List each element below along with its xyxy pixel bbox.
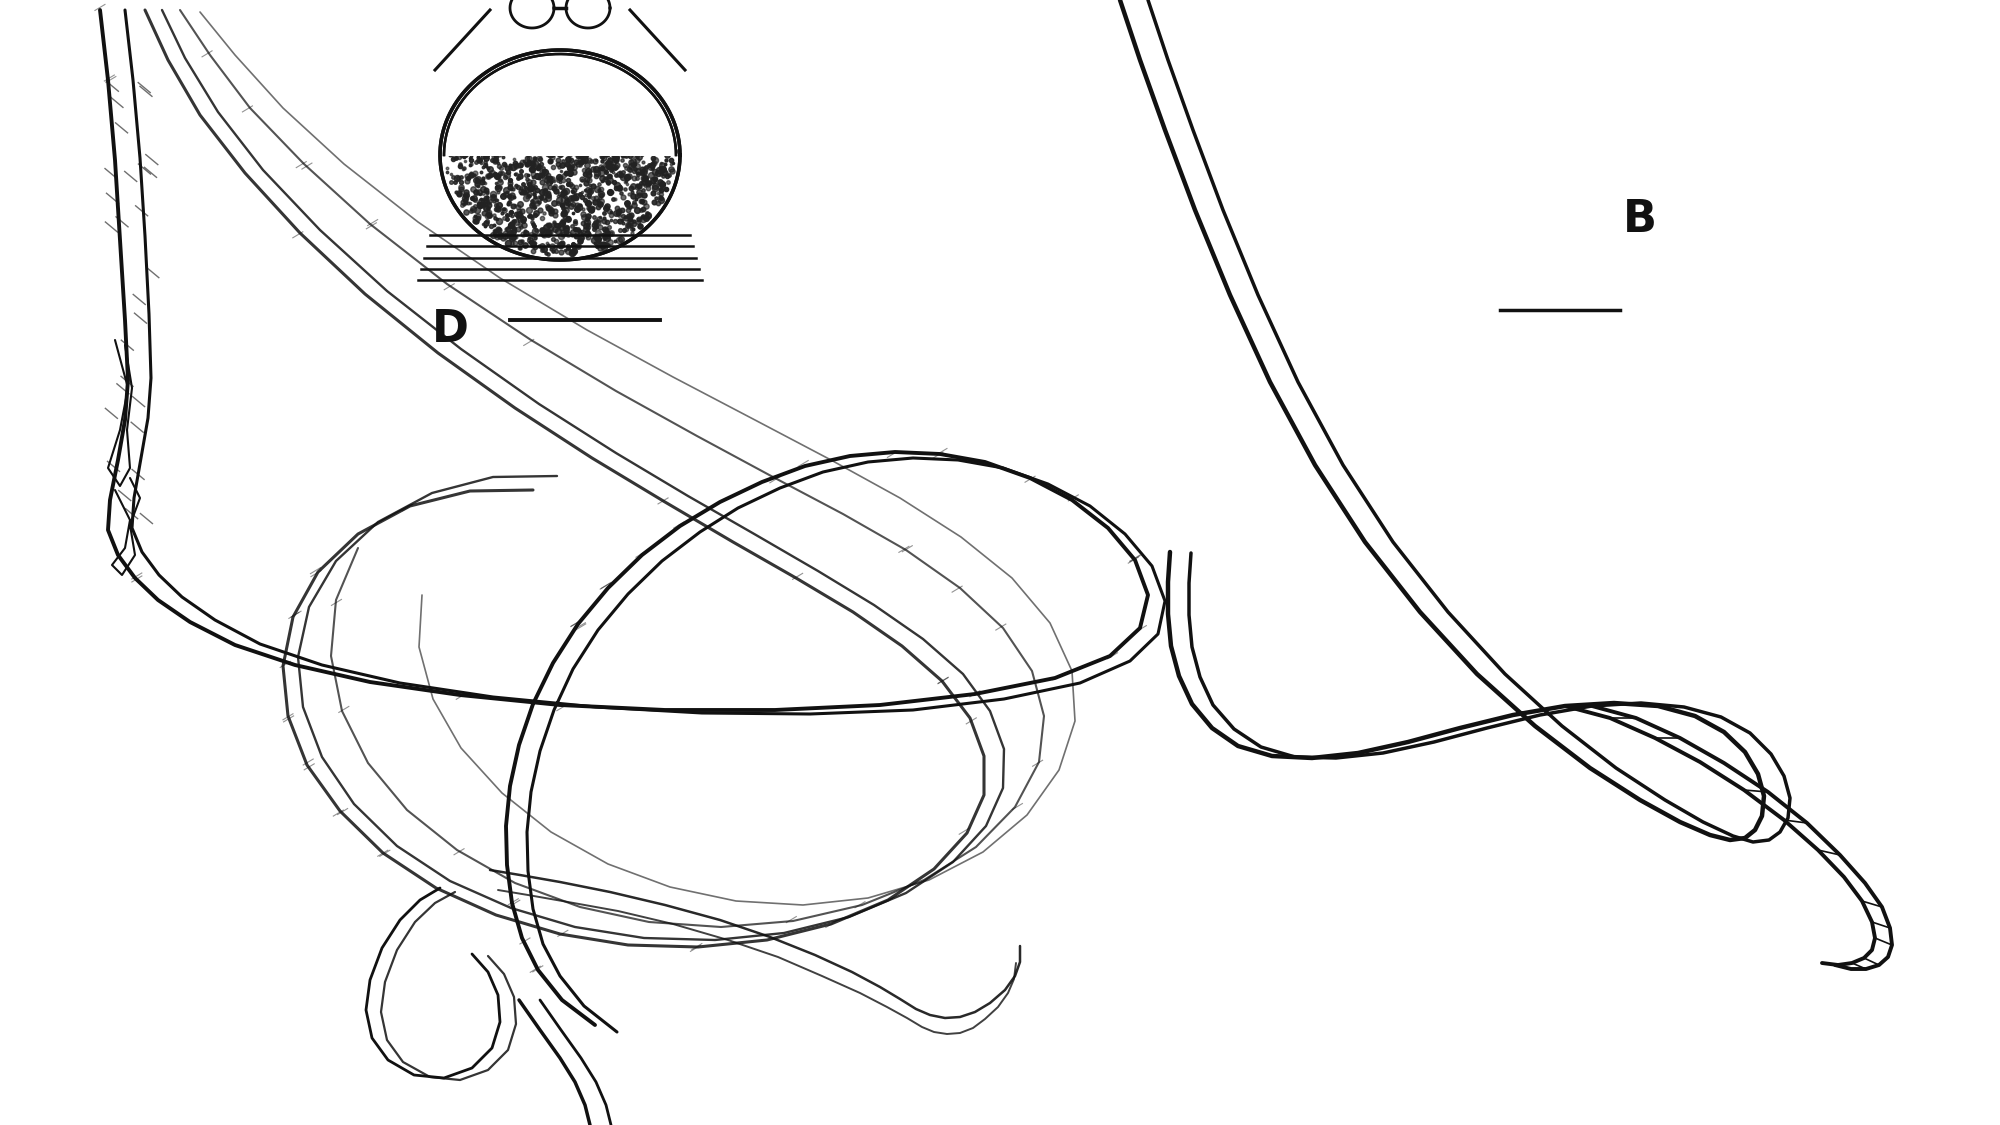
Text: B: B xyxy=(1624,198,1656,242)
Polygon shape xyxy=(444,54,676,155)
Polygon shape xyxy=(444,54,676,155)
Polygon shape xyxy=(444,54,676,155)
Text: D: D xyxy=(432,308,468,351)
